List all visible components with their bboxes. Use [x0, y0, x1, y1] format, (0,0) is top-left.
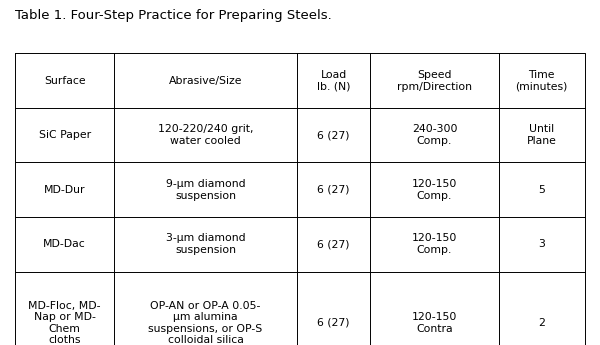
Text: Time
(minutes): Time (minutes)	[515, 70, 568, 91]
Text: 240-300
Comp.: 240-300 Comp.	[412, 125, 457, 146]
Text: Surface: Surface	[44, 76, 85, 86]
Text: 6 (27): 6 (27)	[317, 130, 350, 140]
Text: Table 1. Four-Step Practice for Preparing Steels.: Table 1. Four-Step Practice for Preparin…	[15, 9, 332, 22]
Text: MD-Floc, MD-
Nap or MD-
Chem
cloths: MD-Floc, MD- Nap or MD- Chem cloths	[28, 300, 101, 345]
Text: Load
lb. (N): Load lb. (N)	[317, 70, 350, 91]
Text: 6 (27): 6 (27)	[317, 318, 350, 328]
Text: 6 (27): 6 (27)	[317, 239, 350, 249]
Text: 5: 5	[538, 185, 545, 195]
Text: 120-220/240 grit,
water cooled: 120-220/240 grit, water cooled	[158, 125, 253, 146]
Text: Until
Plane: Until Plane	[527, 125, 557, 146]
Text: 6 (27): 6 (27)	[317, 185, 350, 195]
Text: 120-150
Comp.: 120-150 Comp.	[412, 234, 457, 255]
Text: 3-μm diamond
suspension: 3-μm diamond suspension	[166, 234, 245, 255]
Text: OP-AN or OP-A 0.05-
μm alumina
suspensions, or OP-S
colloidal silica: OP-AN or OP-A 0.05- μm alumina suspensio…	[148, 300, 263, 345]
Text: Speed
rpm/Direction: Speed rpm/Direction	[397, 70, 472, 91]
Text: MD-Dac: MD-Dac	[43, 239, 86, 249]
Text: 2: 2	[538, 318, 545, 328]
Text: Abrasive/Size: Abrasive/Size	[169, 76, 242, 86]
Text: 120-150
Contra: 120-150 Contra	[412, 312, 457, 334]
Text: 3: 3	[538, 239, 545, 249]
Text: SiC Paper: SiC Paper	[38, 130, 91, 140]
Text: 120-150
Comp.: 120-150 Comp.	[412, 179, 457, 200]
Text: MD-Dur: MD-Dur	[44, 185, 85, 195]
Text: 9-μm diamond
suspension: 9-μm diamond suspension	[166, 179, 245, 200]
